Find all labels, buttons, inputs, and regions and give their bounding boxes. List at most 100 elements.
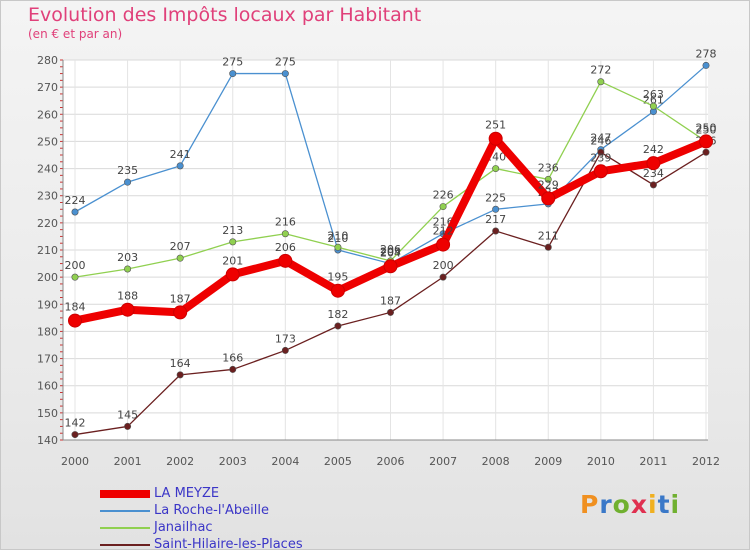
chart-subtitle: (en € et par an)	[28, 27, 123, 41]
data-point-janailhac	[229, 238, 237, 246]
data-label-la-meyze: 201	[222, 254, 243, 267]
data-point-la-meyze	[699, 134, 713, 149]
data-point-janailhac	[281, 230, 289, 238]
data-point-la-roche-l-abeille	[176, 162, 184, 170]
data-label-la-meyze: 184	[65, 301, 86, 314]
data-point-la-meyze	[68, 313, 82, 328]
legend-item-la-meyze: LA MEYZE	[100, 485, 303, 502]
data-point-janailhac	[334, 243, 342, 251]
data-point-la-meyze	[120, 302, 135, 317]
data-label-la-roche-l-abeille: 278	[696, 47, 717, 60]
y-tick-label: 200	[37, 271, 58, 284]
data-label-janailhac: 216	[275, 216, 296, 229]
logo-letter: i	[648, 490, 658, 519]
data-label-la-roche-l-abeille: 224	[65, 194, 86, 207]
logo-letter: i	[670, 490, 681, 519]
data-point-la-roche-l-abeille	[492, 205, 500, 213]
data-label-la-meyze: 212	[433, 225, 454, 238]
y-tick-label: 240	[37, 163, 58, 176]
logo-letter: x	[630, 490, 648, 519]
data-label-la-roche-l-abeille: 275	[222, 56, 243, 69]
data-label-la-roche-l-abeille: 241	[170, 148, 191, 161]
data-point-la-meyze	[278, 253, 293, 268]
data-point-la-meyze	[173, 305, 188, 320]
y-tick-label: 180	[37, 325, 58, 338]
data-label-saint-hilaire-les-places: 246	[590, 134, 611, 147]
data-label-la-meyze: 195	[327, 271, 348, 284]
logo-letter: o	[612, 490, 631, 519]
legend-swatch	[100, 489, 150, 498]
y-tick-label: 270	[37, 81, 58, 94]
data-label-la-roche-l-abeille: 247	[590, 132, 611, 145]
x-tick-label: 2004	[271, 455, 299, 468]
data-point-la-meyze	[488, 131, 503, 146]
data-label-saint-hilaire-les-places: 145	[117, 408, 138, 421]
data-point-saint-hilaire-les-places	[176, 371, 184, 379]
y-tick-label: 260	[37, 108, 58, 121]
legend-label: La Roche-l'Abeille	[154, 503, 269, 518]
x-tick-label: 2003	[219, 455, 247, 468]
x-tick-label: 2012	[692, 455, 720, 468]
data-label-la-meyze: 242	[643, 143, 664, 156]
y-tick-label: 210	[37, 244, 58, 257]
y-tick-label: 280	[37, 54, 58, 67]
x-tick-label: 2006	[377, 455, 405, 468]
proxiti-logo: Proxiti	[580, 490, 680, 519]
data-label-saint-hilaire-les-places: 217	[485, 213, 506, 226]
data-label-janailhac: 203	[117, 251, 138, 264]
data-point-saint-hilaire-les-places	[439, 273, 447, 281]
data-point-la-roche-l-abeille	[281, 70, 289, 78]
legend-item-la-roche-l-abeille: La Roche-l'Abeille	[100, 502, 303, 519]
data-point-saint-hilaire-les-places	[124, 422, 132, 430]
data-point-janailhac	[176, 254, 184, 262]
data-point-janailhac	[71, 273, 79, 281]
data-label-la-roche-l-abeille: 225	[485, 191, 506, 204]
data-point-janailhac	[597, 78, 605, 86]
data-label-saint-hilaire-les-places: 234	[643, 167, 664, 180]
legend-item-janailhac: Janailhac	[100, 519, 303, 536]
legend-label: Saint-Hilaire-les-Places	[154, 537, 303, 552]
data-point-saint-hilaire-les-places	[386, 308, 394, 316]
data-point-saint-hilaire-les-places	[492, 227, 500, 235]
data-point-la-meyze	[330, 283, 345, 298]
data-point-la-meyze	[383, 259, 398, 274]
data-point-saint-hilaire-les-places	[281, 346, 289, 354]
data-label-la-roche-l-abeille: 275	[275, 56, 296, 69]
legend-swatch	[100, 543, 150, 546]
y-tick-label: 190	[37, 298, 58, 311]
x-tick-label: 2011	[639, 455, 667, 468]
data-point-la-meyze	[225, 267, 240, 282]
y-tick-label: 140	[37, 434, 58, 447]
data-label-janailhac: 263	[643, 88, 664, 101]
data-label-janailhac: 226	[433, 189, 454, 202]
data-label-janailhac: 210	[327, 229, 348, 242]
data-point-saint-hilaire-les-places	[649, 181, 657, 189]
data-label-saint-hilaire-les-places: 211	[538, 229, 559, 242]
y-tick-label: 220	[37, 217, 58, 230]
data-point-la-roche-l-abeille	[124, 178, 132, 186]
data-label-saint-hilaire-les-places: 142	[65, 417, 86, 430]
data-label-janailhac: 236	[538, 161, 559, 174]
data-label-la-meyze: 206	[275, 241, 296, 254]
x-tick-label: 2008	[482, 455, 510, 468]
data-label-janailhac: 250	[696, 123, 717, 136]
data-point-saint-hilaire-les-places	[702, 148, 710, 156]
x-tick-label: 2001	[114, 455, 142, 468]
data-point-janailhac	[492, 165, 500, 173]
y-tick-label: 160	[37, 380, 58, 393]
data-point-janailhac	[544, 175, 552, 183]
data-label-janailhac: 207	[170, 240, 191, 253]
data-label-la-meyze: 229	[538, 178, 559, 191]
x-tick-label: 2010	[587, 455, 615, 468]
chart-title: Evolution des Impôts locaux par Habitant	[28, 4, 422, 26]
data-label-la-roche-l-abeille: 235	[117, 164, 138, 177]
data-point-janailhac	[124, 265, 132, 273]
data-point-la-meyze	[593, 164, 608, 179]
logo-letter: P	[580, 490, 600, 519]
data-point-la-roche-l-abeille	[71, 208, 79, 216]
data-label-saint-hilaire-les-places: 187	[380, 294, 401, 307]
data-label-janailhac: 200	[65, 259, 86, 272]
data-point-la-meyze	[646, 156, 661, 171]
data-label-saint-hilaire-les-places: 164	[170, 357, 191, 370]
